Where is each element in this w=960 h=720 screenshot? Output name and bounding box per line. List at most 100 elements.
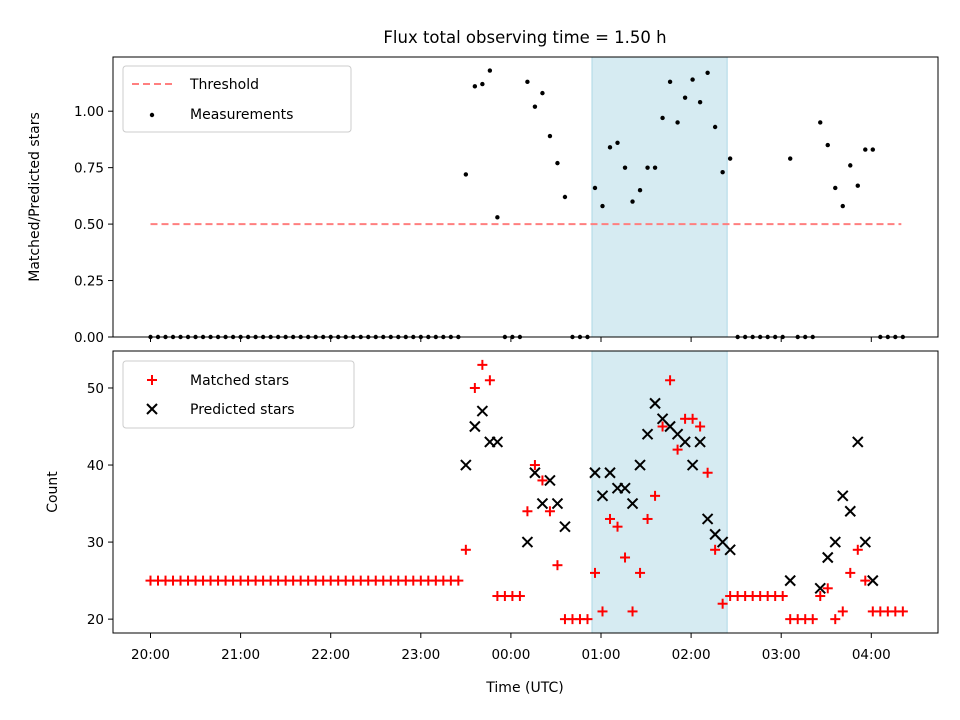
measurement-point <box>855 183 860 188</box>
measurement-point <box>697 99 703 105</box>
matched-star-point <box>529 460 540 471</box>
predicted-star-point <box>867 574 879 587</box>
measurement-point <box>532 104 538 109</box>
x-axis-label: Time (UTC) <box>485 680 563 696</box>
predicted-star-point <box>589 467 601 479</box>
measurement-point <box>840 203 845 209</box>
measurement-point <box>720 169 725 175</box>
x-tick-label: 02:00 <box>672 647 711 663</box>
legend-predicted-swatch <box>146 403 158 415</box>
matched-star-point <box>702 467 713 478</box>
bottom-y-tick-label: 40 <box>87 458 104 474</box>
matched-star-point <box>537 475 548 486</box>
measurement-point <box>487 68 493 73</box>
matched-star-point <box>620 552 631 563</box>
matched-star-point <box>710 544 721 555</box>
measurement-point <box>562 194 568 200</box>
predicted-star-point <box>859 536 872 548</box>
legend-matched-label: Matched stars <box>190 373 289 389</box>
x-tick-label: 22:00 <box>311 647 350 663</box>
predicted-star-point <box>619 482 631 494</box>
matched-star-point <box>852 544 863 555</box>
measurement-point <box>788 156 793 161</box>
matched-star-point <box>807 614 818 625</box>
predicted-star-point <box>491 436 504 448</box>
predicted-star-point <box>521 536 534 548</box>
measurement-point <box>480 81 485 87</box>
measurement-point <box>667 79 673 85</box>
legend-threshold-label: Threshold <box>189 77 259 93</box>
predicted-star-point <box>544 474 556 487</box>
matched-star-point <box>665 375 676 386</box>
matched-star-point <box>837 606 848 617</box>
predicted-star-point <box>529 467 541 479</box>
predicted-star-point <box>460 459 472 471</box>
legend-measurements-label: Measurements <box>190 107 293 123</box>
measurement-point <box>463 172 469 177</box>
top-y-axis-label: Matched/Predicted stars <box>27 112 43 282</box>
matched-star-point <box>597 606 608 617</box>
measurement-point <box>630 199 635 204</box>
measurement-point <box>547 133 553 139</box>
x-tick-label: 21:00 <box>221 647 260 663</box>
measurement-point <box>705 70 710 76</box>
bottom-y-axis-label: Count <box>45 471 61 513</box>
predicted-star-point <box>551 497 564 510</box>
predicted-star-point <box>634 459 646 471</box>
legend-predicted-label: Predicted stars <box>190 402 295 418</box>
measurement-point <box>615 140 620 146</box>
predicted-star-point <box>822 551 834 564</box>
top-y-tick-label: 0.75 <box>74 161 104 177</box>
measurement-point <box>870 147 876 152</box>
matched-star-point <box>717 598 728 609</box>
matched-star-point <box>627 606 638 617</box>
bottom-y-tick-label: 50 <box>87 381 104 397</box>
x-tick-label: 23:00 <box>401 647 440 663</box>
top-plot-frame <box>112 56 939 338</box>
measurement-point <box>645 165 650 170</box>
matched-star-point <box>845 567 856 578</box>
matched-star-point <box>484 375 495 386</box>
measurement-point <box>818 120 823 125</box>
x-tick-label: 01:00 <box>582 647 621 663</box>
measurement-point <box>848 163 853 168</box>
measurement-point <box>682 95 688 100</box>
matched-star-point <box>605 513 616 524</box>
bottom-y-tick-label: 20 <box>87 612 104 628</box>
measurement-point <box>660 115 665 121</box>
x-tick-label: 03:00 <box>762 647 801 663</box>
bottom-panel: 20 30 40 50 20:00 21:00 22:00 23:00 00:00 01:00 0… <box>45 350 939 696</box>
predicted-star-point <box>837 490 849 502</box>
matched-star-point <box>897 606 908 617</box>
matched-star-point <box>830 614 841 625</box>
predicted-star-point <box>694 436 706 448</box>
predicted-star-point <box>679 436 691 448</box>
measurement-point <box>525 79 530 85</box>
matched-star-point <box>860 575 871 586</box>
top-y-tick-label: 0.00 <box>74 330 104 346</box>
matched-star-point <box>544 506 555 517</box>
measurement-point <box>690 77 695 82</box>
measurement-point <box>600 203 605 209</box>
measurement-point <box>863 147 868 152</box>
matched-star-point <box>822 583 833 594</box>
measurement-point <box>675 120 680 125</box>
observing-window-shade <box>591 56 728 338</box>
measurement-point <box>825 142 830 148</box>
predicted-star-point <box>559 520 571 533</box>
matched-star-point <box>612 521 623 532</box>
matched-star-point <box>635 567 646 578</box>
bottom-plot-frame <box>112 350 939 634</box>
matched-star-point <box>695 421 706 432</box>
matched-star-point <box>514 591 525 602</box>
bottom-legend-box <box>122 360 355 429</box>
matched-star-point <box>469 382 480 393</box>
predicted-star-point <box>686 459 699 471</box>
predicted-star-point <box>626 497 639 510</box>
predicted-star-point <box>724 544 736 556</box>
top-panel: 0.00 0.25 0.50 0.75 1.00 Matched/Predicted s… <box>27 56 939 346</box>
matched-star-point <box>777 591 788 602</box>
matched-star-point <box>477 359 488 370</box>
matched-star-point <box>453 575 464 586</box>
